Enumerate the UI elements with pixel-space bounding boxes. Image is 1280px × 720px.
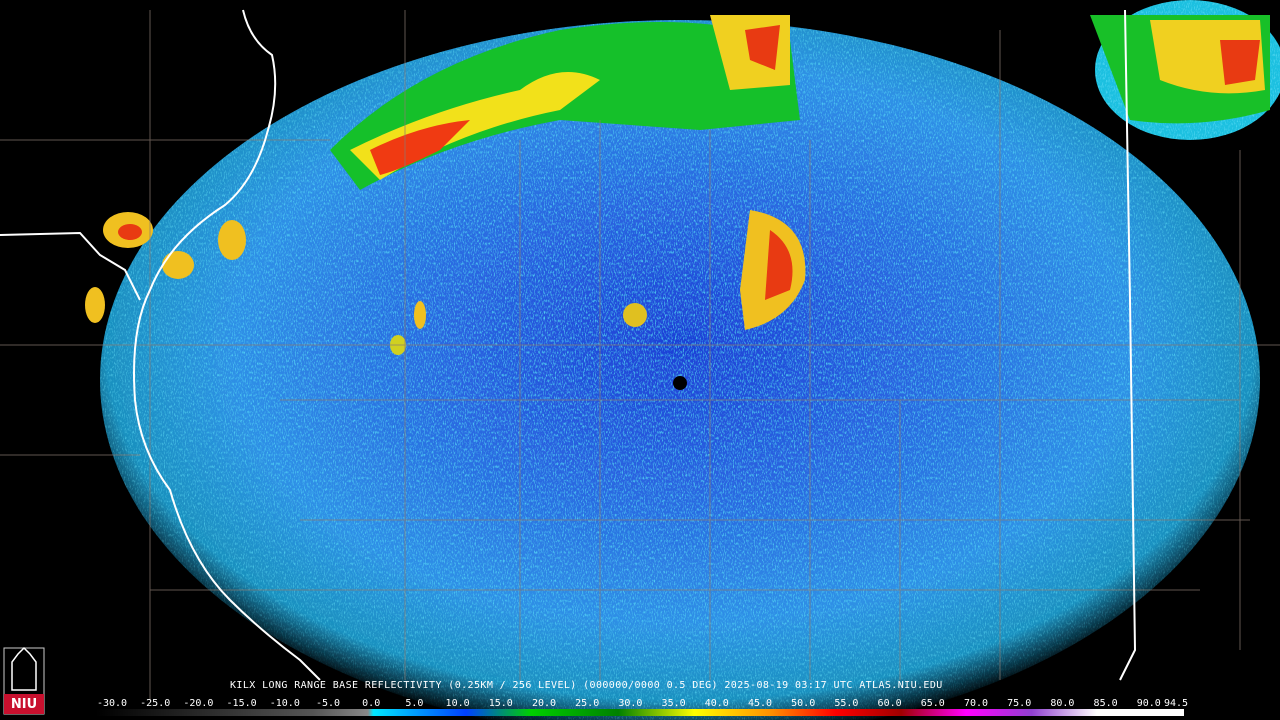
scale-label: 65.0: [921, 698, 945, 709]
scale-label: 90.0: [1137, 698, 1161, 709]
scale-label: -5.0: [316, 698, 340, 709]
scale-label: -15.0: [227, 698, 257, 709]
scale-label: -25.0: [140, 698, 170, 709]
scale-label: 25.0: [575, 698, 599, 709]
storm-cells: [85, 15, 1270, 390]
caption: KILX LONG RANGE BASE REFLECTIVITY (0.25K…: [230, 680, 943, 691]
scale-label: -10.0: [270, 698, 300, 709]
scale-label: 5.0: [405, 698, 423, 709]
scale-label: 94.5: [1164, 698, 1188, 709]
scale-label: 40.0: [705, 698, 729, 709]
scale-label: 85.0: [1094, 698, 1118, 709]
scale-label: 80.0: [1050, 698, 1074, 709]
logo-text: NIU: [11, 697, 37, 712]
color-scale-bar: [96, 709, 1184, 716]
county-lines: [0, 10, 1280, 700]
scale-label: 30.0: [618, 698, 642, 709]
scale-label: -20.0: [183, 698, 213, 709]
state-borders: [0, 9, 1137, 681]
niu-logo: NIU: [3, 646, 45, 715]
scale-label: 15.0: [489, 698, 513, 709]
scale-label: 60.0: [878, 698, 902, 709]
scale-label: 0.0: [362, 698, 380, 709]
color-scale-labels: -30.0 -25.0 -20.0 -15.0 -10.0 -5.0 0.0 5.0 10.0 1…: [97, 698, 1188, 709]
scale-label: 45.0: [748, 698, 772, 709]
scale-label: 50.0: [791, 698, 815, 709]
scale-label: 55.0: [834, 698, 858, 709]
scale-label: 70.0: [964, 698, 988, 709]
scale-label: 20.0: [532, 698, 556, 709]
scale-label: 75.0: [1007, 698, 1031, 709]
scale-label: 35.0: [662, 698, 686, 709]
scale-label: 10.0: [446, 698, 470, 709]
scale-label: -30.0: [97, 698, 127, 709]
